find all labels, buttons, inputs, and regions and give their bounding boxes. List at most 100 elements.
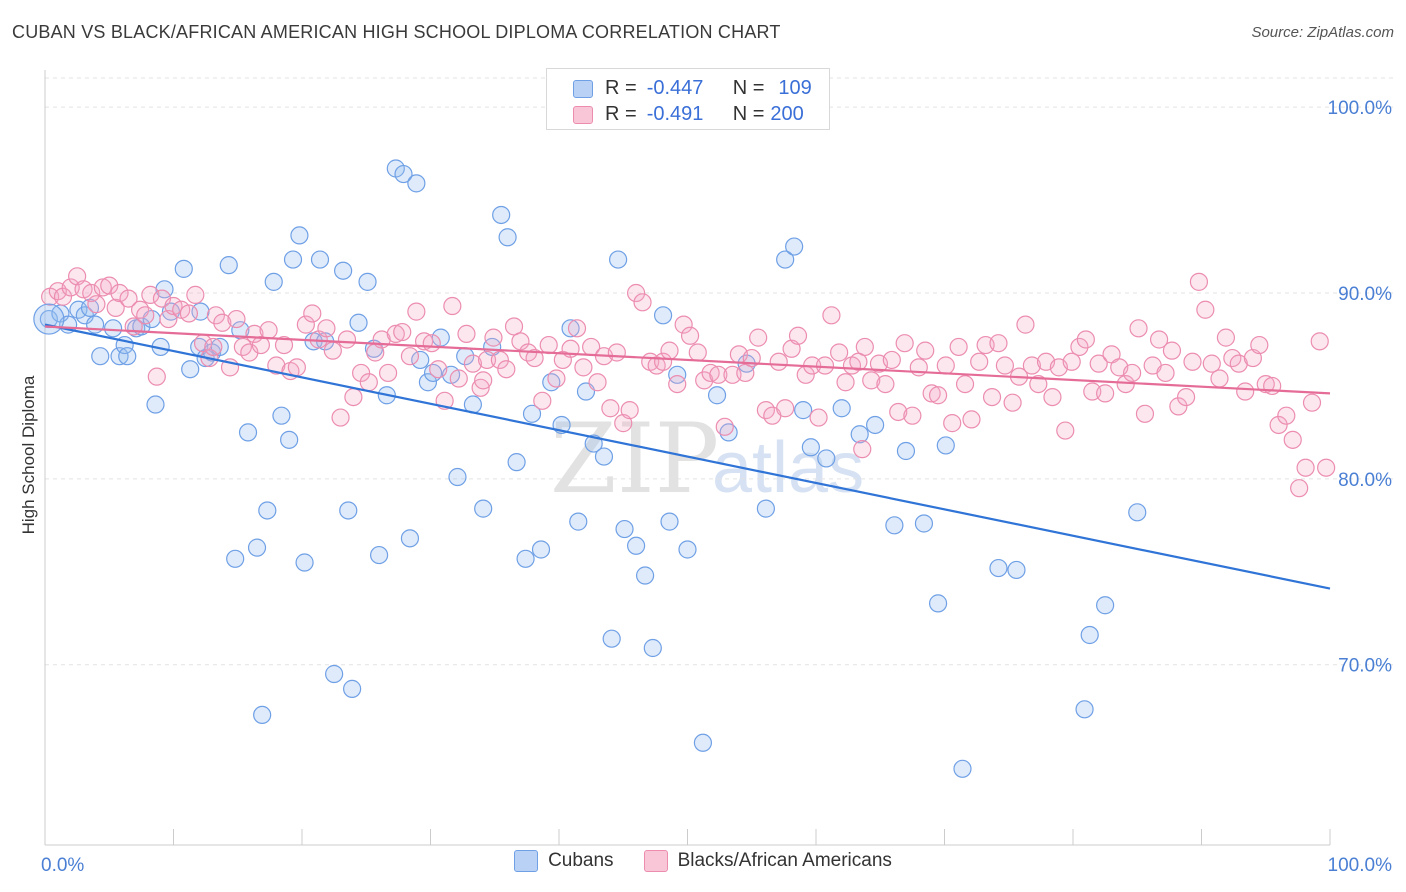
cuban-point [785,237,804,256]
black-point [119,289,138,308]
black-point [1123,363,1142,383]
r-value: -0.447 [646,77,704,99]
y-tick-label: 100.0% [1328,98,1393,119]
black-point [955,374,975,394]
cuban-point [290,226,309,245]
black-point [1129,319,1148,338]
cuban-point [832,399,851,418]
black-point [626,283,646,303]
cuban-point [339,501,358,520]
black-point [1202,354,1221,373]
black-point [668,374,687,394]
black-point [1016,315,1035,334]
blacks-swatch [573,105,593,124]
legend-label-cubans: Cubans [548,850,614,871]
black-point [87,295,106,314]
cuban-point [635,566,655,585]
black-point [989,334,1008,353]
black-point [1043,387,1062,407]
black-point [688,343,707,362]
black-point [822,306,841,325]
black-point [323,341,342,360]
black-point [474,371,493,390]
black-point [110,283,129,303]
data-points [33,159,1336,778]
cuban-point [707,386,727,405]
black-point [251,335,270,355]
black-point [749,328,768,347]
black-point [337,330,357,349]
cuban-point [253,705,272,725]
cuban-point [448,467,467,487]
cuban-point [756,499,775,518]
cuban-point [668,365,687,384]
cuban-point [660,512,679,531]
cuban-point [522,404,542,423]
cubans-swatch [573,79,593,98]
source-credit: Source: ZipAtlas.com [1251,24,1394,41]
black-point [607,343,626,362]
black-point [1283,430,1302,449]
black-point [876,374,895,394]
n-label: N = [732,103,765,125]
black-point [1196,300,1215,319]
cuban-point [602,629,621,648]
stats-legend: R = -0.447 N = 109 R = -0.491 N = 200 [546,68,830,130]
black-point [497,360,516,379]
black-point [853,440,872,459]
black-point [830,343,849,362]
black-point [928,386,948,405]
black-point [809,408,828,427]
black-point [1003,393,1022,412]
cuban-point [885,516,904,535]
black-point [1189,272,1209,291]
black-point [147,367,166,386]
black-point [1096,384,1115,403]
cuban-point [226,549,245,568]
black-point [1029,374,1048,394]
cuban-point [817,449,836,468]
cuban-point [693,733,713,752]
black-point [982,387,1002,407]
cuban-point [678,540,697,559]
black-point [776,399,795,418]
cuban-point [310,250,330,269]
cuban-point [146,395,165,414]
cuban-point [91,347,110,366]
black-point [895,334,914,353]
axes: 70.0% 80.0% 90.0% 100.0% 0.0% 100.0% [41,70,1392,876]
legend-item-cubans[interactable]: Cubans [514,850,614,872]
black-point [457,324,476,344]
cuban-point [86,315,105,334]
black-point [1176,387,1196,407]
cuban-point [609,250,628,269]
cuban-point [474,499,493,518]
cuban-point [492,205,511,225]
black-point [601,399,620,418]
y-tick-label: 80.0% [1338,470,1392,491]
black-point [1302,393,1322,412]
black-point [287,358,306,377]
cubans-legend-swatch [514,850,539,872]
cuban-point [561,319,580,338]
black-point [136,306,155,325]
black-point [836,373,855,392]
black-point [1022,356,1041,375]
legend-item-blacks[interactable]: Blacks/African Americans [643,850,892,872]
black-point [970,352,989,371]
black-point [1183,352,1202,371]
black-point [422,334,441,353]
cuban-point [418,373,438,392]
black-point [400,347,420,366]
black-point [903,406,922,425]
black-point [936,356,955,375]
black-point [1210,369,1229,388]
y-tick-label: 70.0% [1338,656,1392,677]
black-point [1149,330,1169,349]
black-point [1135,404,1155,423]
black-point [1250,335,1269,355]
cuban-point [516,549,535,568]
cuban-point [258,501,277,520]
black-point [715,417,734,436]
black-point [1277,406,1296,425]
